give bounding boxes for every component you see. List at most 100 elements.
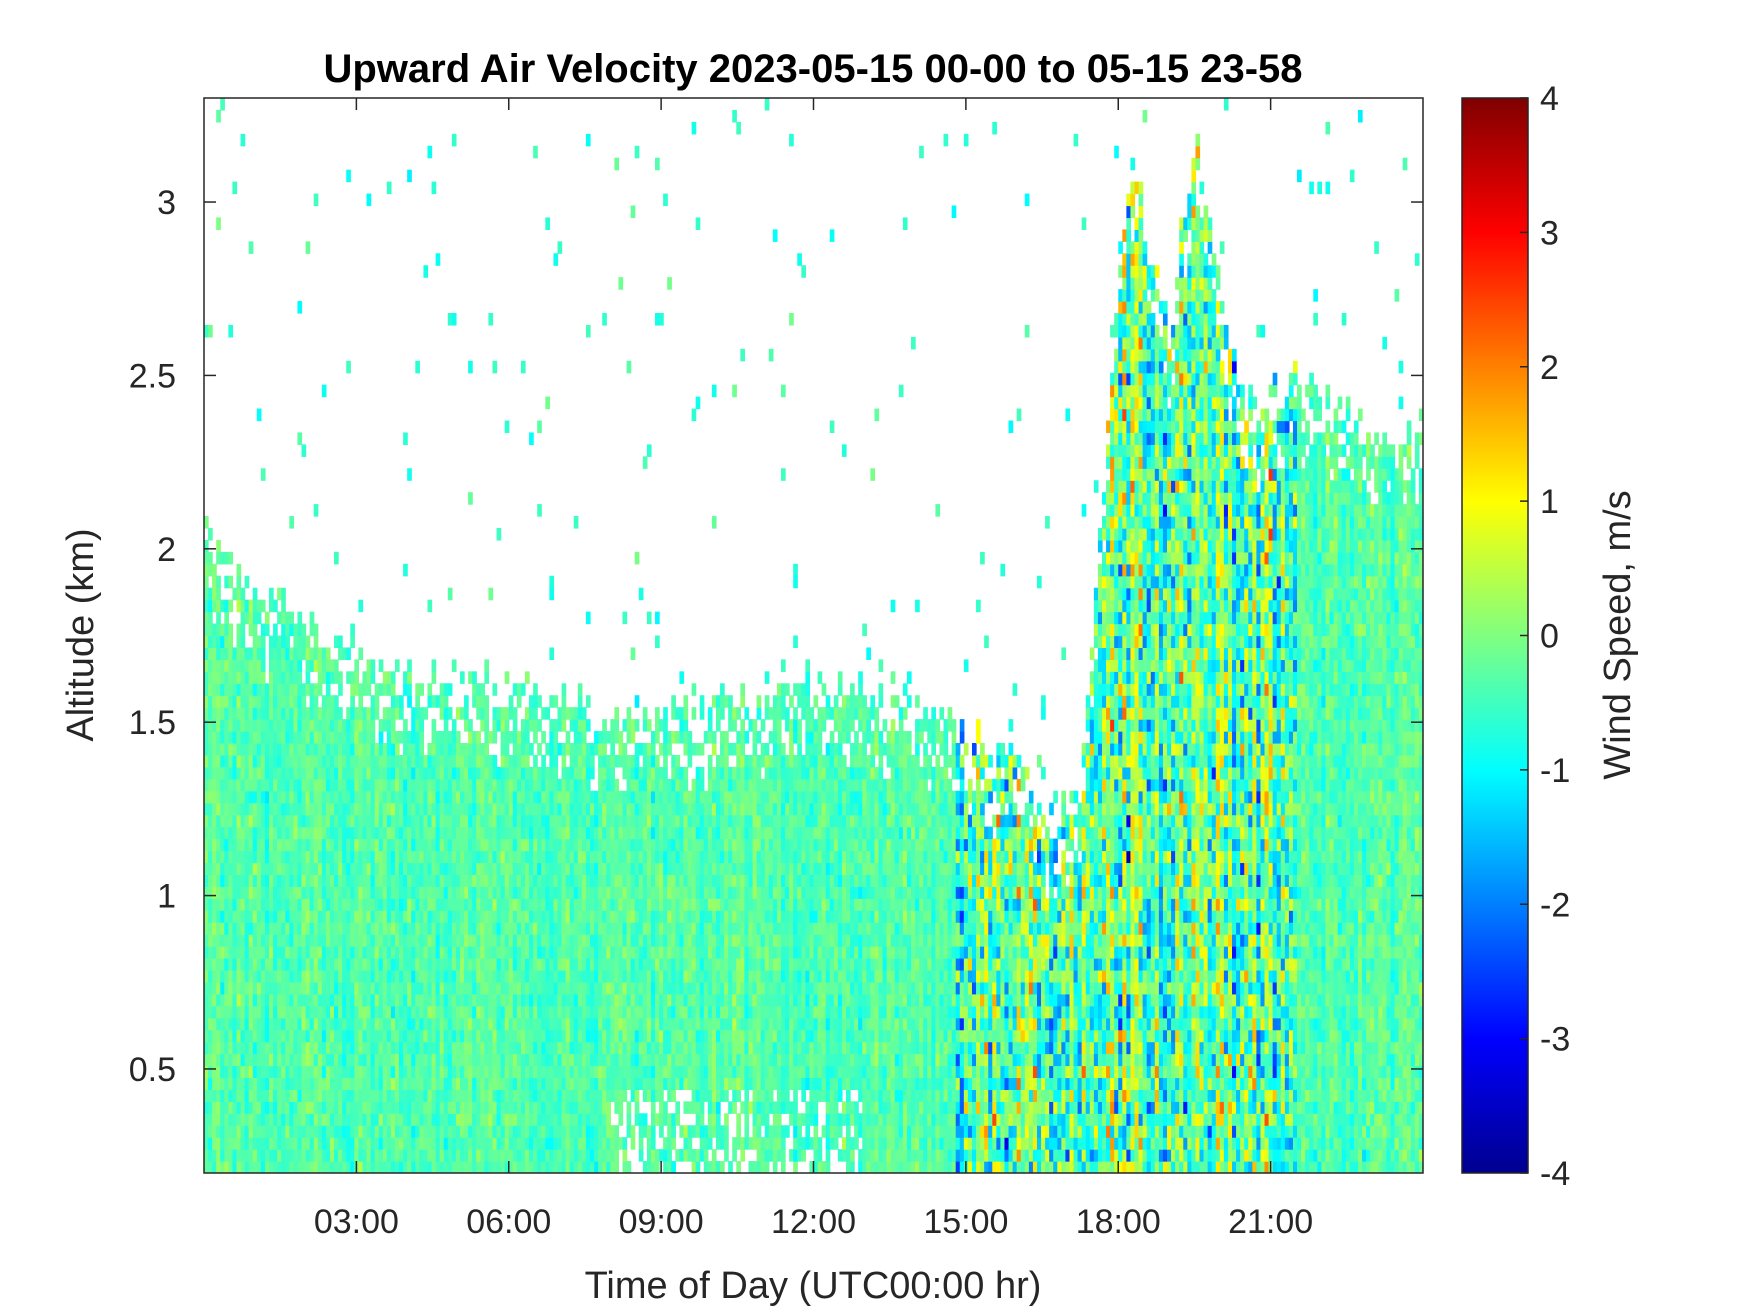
heatmap-cell xyxy=(358,969,364,983)
heatmap-cell xyxy=(346,671,351,684)
heatmap-cell xyxy=(281,611,286,625)
heatmap-cell xyxy=(382,934,388,947)
heatmap-cell xyxy=(390,683,396,696)
heatmap-cell xyxy=(642,946,648,959)
heatmap-cell xyxy=(204,754,209,768)
heatmap-cell xyxy=(459,1089,465,1102)
heatmap-cell xyxy=(451,754,457,768)
heatmap-cell xyxy=(476,934,481,947)
heatmap-cell xyxy=(646,1053,652,1067)
heatmap-cell xyxy=(273,826,278,840)
heatmap-cell xyxy=(240,946,246,959)
heatmap-cell xyxy=(537,1053,542,1067)
heatmap-cell xyxy=(334,1113,339,1126)
heatmap-cell xyxy=(277,611,282,625)
heatmap-cell xyxy=(350,922,355,935)
heatmap-cell xyxy=(573,850,579,864)
heatmap-cell xyxy=(220,671,225,684)
heatmap-cell xyxy=(325,934,331,947)
heatmap-cell xyxy=(655,1089,660,1102)
heatmap-cell xyxy=(281,862,286,875)
heatmap-cell xyxy=(228,802,234,816)
heatmap-cell xyxy=(496,707,502,720)
heatmap-cell xyxy=(301,969,307,983)
heatmap-cell xyxy=(606,874,611,887)
heatmap-cell xyxy=(569,1065,575,1079)
heatmap-cell xyxy=(252,671,258,684)
heatmap-cell xyxy=(443,1029,449,1043)
heatmap-cell xyxy=(277,838,282,852)
heatmap-cell xyxy=(269,886,274,899)
heatmap-cell xyxy=(228,790,234,804)
heatmap-cell xyxy=(606,850,611,864)
heatmap-cell xyxy=(236,587,242,601)
heatmap-cell xyxy=(549,1041,555,1055)
heatmap-cell xyxy=(403,1161,408,1173)
heatmap-cell xyxy=(252,707,258,720)
heatmap-cell xyxy=(516,695,522,708)
heatmap-cell xyxy=(208,850,213,864)
heatmap-cell xyxy=(533,1149,538,1162)
heatmap-cell xyxy=(423,1041,429,1055)
heatmap-cell xyxy=(533,1065,538,1079)
heatmap-cell xyxy=(386,1053,392,1067)
heatmap-cell xyxy=(646,958,652,971)
heatmap-cell xyxy=(362,922,368,935)
heatmap-cell xyxy=(541,778,546,792)
heatmap-cell xyxy=(399,802,404,816)
heatmap-cell xyxy=(224,910,229,923)
heatmap-cell xyxy=(264,1041,270,1055)
heatmap-cell xyxy=(598,1089,603,1102)
heatmap-cell xyxy=(329,969,335,983)
heatmap-cell xyxy=(236,743,242,756)
heatmap-cell xyxy=(297,778,303,792)
heatmap-cell xyxy=(236,826,242,840)
heatmap-cell xyxy=(220,683,225,696)
heatmap-cell xyxy=(614,981,620,995)
heatmap-cell xyxy=(256,647,262,660)
heatmap-cell xyxy=(285,838,290,852)
heatmap-cell xyxy=(248,695,254,708)
heatmap-cell xyxy=(451,1137,457,1150)
heatmap-cell xyxy=(508,826,514,840)
heatmap-cell xyxy=(354,778,360,792)
heatmap-cell xyxy=(374,1041,380,1055)
heatmap-cell xyxy=(232,1017,238,1031)
heatmap-cell xyxy=(626,1125,632,1138)
heatmap-cell xyxy=(386,766,392,780)
heatmap-cell xyxy=(358,958,364,971)
heatmap-cell xyxy=(378,934,384,947)
heatmap-cell xyxy=(565,934,571,947)
heatmap-cell xyxy=(443,862,449,875)
heatmap-cell xyxy=(301,910,307,923)
heatmap-cell xyxy=(675,826,681,840)
heatmap-cell xyxy=(614,707,620,720)
heatmap-cell xyxy=(224,1137,229,1150)
heatmap-cell xyxy=(338,1149,343,1162)
heatmap-cell xyxy=(464,850,469,864)
heatmap-cell xyxy=(687,802,693,816)
heatmap-cell xyxy=(293,766,299,780)
heatmap-cell xyxy=(447,886,453,899)
heatmap-cell xyxy=(403,1089,408,1102)
heatmap-cell xyxy=(606,802,611,816)
heatmap-cell xyxy=(451,778,457,792)
heatmap-cell xyxy=(610,1065,615,1079)
heatmap-cell xyxy=(240,802,246,816)
heatmap-cell xyxy=(691,1041,697,1055)
heatmap-cell xyxy=(216,695,221,708)
heatmap-cell xyxy=(488,922,494,935)
heatmap-cell xyxy=(577,707,583,720)
heatmap-cell xyxy=(468,731,473,744)
heatmap-cell xyxy=(488,802,494,816)
heatmap-cell xyxy=(569,993,575,1007)
heatmap-cell xyxy=(216,766,221,780)
heatmap-cell xyxy=(602,719,607,732)
heatmap-cell xyxy=(431,1149,437,1162)
heatmap-cell xyxy=(301,1113,307,1126)
heatmap-cell xyxy=(650,1053,656,1067)
heatmap-cell xyxy=(236,814,242,828)
heatmap-cell xyxy=(297,432,303,445)
heatmap-cell xyxy=(260,731,266,744)
heatmap-cell xyxy=(585,850,591,864)
